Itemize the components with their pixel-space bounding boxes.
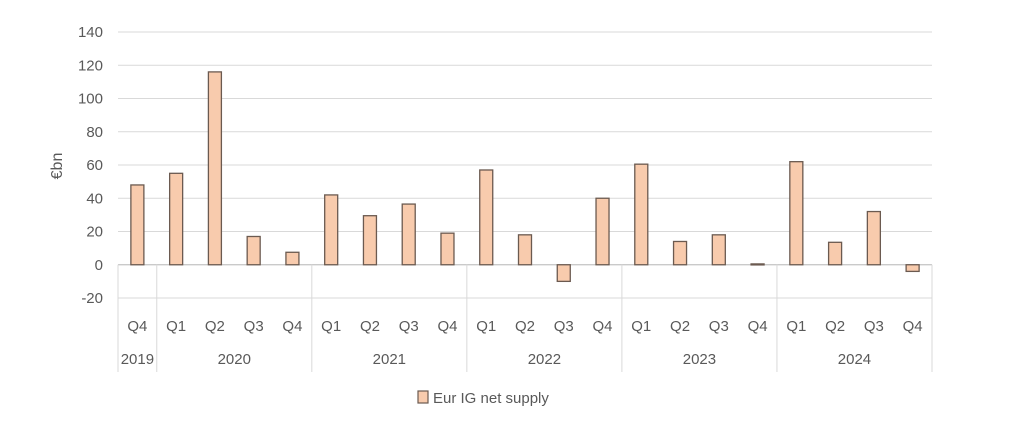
- x-category-label: Q3: [709, 318, 729, 335]
- x-category-label: Q4: [437, 318, 457, 335]
- bar[interactable]: [711, 234, 726, 266]
- legend-label: Eur IG net supply: [433, 390, 549, 407]
- bar[interactable]: [246, 235, 261, 266]
- x-category-label: Q3: [864, 318, 884, 335]
- y-tick-label: 140: [78, 24, 103, 41]
- x-category-label: Q4: [748, 318, 768, 335]
- legend-swatch: [417, 390, 429, 404]
- x-category-label: Q1: [786, 318, 806, 335]
- y-tick-label: 0: [95, 257, 103, 274]
- x-category-label: Q1: [476, 318, 496, 335]
- bar[interactable]: [750, 263, 765, 266]
- bar[interactable]: [324, 194, 339, 266]
- x-year-label: 2019: [121, 351, 154, 368]
- bar[interactable]: [130, 184, 145, 266]
- x-category-label: Q4: [282, 318, 302, 335]
- bar[interactable]: [285, 251, 300, 266]
- x-category-label: Q2: [515, 318, 535, 335]
- y-tick-label: 60: [86, 157, 103, 174]
- y-tick-label: -20: [81, 290, 103, 307]
- x-category-label: Q2: [205, 318, 225, 335]
- y-axis-title: €bn: [49, 153, 66, 180]
- x-category-label: Q2: [670, 318, 690, 335]
- y-tick-label: 40: [86, 190, 103, 207]
- x-year-label: 2021: [373, 351, 406, 368]
- bar[interactable]: [479, 169, 494, 266]
- y-tick-label: 80: [86, 124, 103, 141]
- x-category-label: Q1: [166, 318, 186, 335]
- bar[interactable]: [362, 215, 378, 266]
- x-category-label: Q3: [554, 318, 574, 335]
- bar[interactable]: [517, 234, 533, 266]
- y-tick-label: 20: [86, 224, 103, 241]
- x-category-label: Q1: [321, 318, 341, 335]
- x-category-label: Q2: [825, 318, 845, 335]
- bar[interactable]: [556, 264, 571, 283]
- axis-labels: 140 120 100 80 60 40 20 0 -20 Q4 Q1 Q2 Q3 Q4 Q1 Q2 Q3 Q4 Q…: [78, 24, 923, 368]
- legend[interactable]: Eur IG net supply: [417, 390, 549, 407]
- x-year-label: 2024: [838, 351, 871, 368]
- x-year-label: 2022: [528, 351, 561, 368]
- x-year-label: 2023: [683, 351, 716, 368]
- x-category-label: Q3: [399, 318, 419, 335]
- y-tick-label: 120: [78, 57, 103, 74]
- gridlines: [118, 31, 932, 299]
- bar[interactable]: [827, 241, 843, 266]
- bar[interactable]: [634, 163, 649, 266]
- x-category-label: Q2: [360, 318, 380, 335]
- bar[interactable]: [866, 210, 882, 266]
- bar[interactable]: [672, 240, 688, 266]
- bar[interactable]: [905, 264, 920, 273]
- x-category-label: Q1: [631, 318, 651, 335]
- x-category-label: Q3: [244, 318, 264, 335]
- x-category-label: Q4: [127, 318, 147, 335]
- bar[interactable]: [595, 197, 610, 266]
- x-year-label: 2020: [218, 351, 251, 368]
- x-category-label: Q4: [593, 318, 613, 335]
- x-category-label: Q4: [903, 318, 923, 335]
- bar[interactable]: [168, 172, 184, 266]
- y-tick-label: 100: [78, 91, 103, 108]
- bar[interactable]: [789, 161, 804, 266]
- bar[interactable]: [440, 232, 455, 266]
- bars: [130, 71, 920, 283]
- bar[interactable]: [207, 71, 223, 266]
- bar[interactable]: [401, 203, 416, 266]
